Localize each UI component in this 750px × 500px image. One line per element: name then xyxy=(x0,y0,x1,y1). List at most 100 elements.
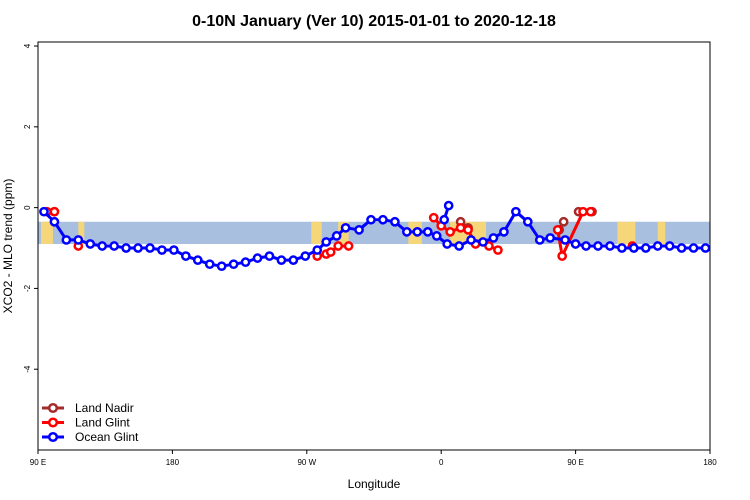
plot-frame xyxy=(37,41,711,451)
ocean-glint-point xyxy=(240,257,251,268)
ocean-glint-point xyxy=(264,251,275,261)
legend-swatch-marker xyxy=(47,402,59,414)
ocean-glint-point xyxy=(560,235,570,245)
x-tick-label: 180 xyxy=(703,458,717,467)
legend-label: Ocean Glint xyxy=(75,430,139,444)
ocean-glint-point xyxy=(478,237,488,247)
land-glint-point xyxy=(552,224,563,235)
ocean-glint-point xyxy=(216,261,227,272)
land-patch xyxy=(617,221,636,244)
ocean-glint-line xyxy=(42,210,706,268)
ocean-band xyxy=(38,221,710,244)
series-ocean-glint xyxy=(39,200,711,272)
ocean-glint-point xyxy=(422,227,433,237)
ocean-glint-point xyxy=(121,243,131,253)
y-tick-label: -4 xyxy=(23,365,32,373)
ocean-glint-point xyxy=(652,241,663,251)
x-tick-label: 90 E xyxy=(567,458,583,467)
ocean-glint-point xyxy=(593,241,603,251)
ocean-glint-point xyxy=(466,235,476,245)
ocean-glint-point xyxy=(378,214,388,225)
ocean-glint-point xyxy=(390,216,400,227)
ocean-glint-point xyxy=(300,251,311,261)
land-glint-point xyxy=(343,241,354,251)
x-tick-label: 180 xyxy=(166,458,180,467)
ocean-glint-point xyxy=(442,239,453,249)
ocean-glint-point xyxy=(109,241,120,251)
y-tick-label: 4 xyxy=(23,43,32,48)
x-tick-label: 0 xyxy=(439,458,444,467)
land-glint-point xyxy=(49,206,60,217)
ocean-glint-point xyxy=(431,231,442,241)
ocean-glint-point xyxy=(664,241,675,251)
legend-swatch-marker xyxy=(47,417,59,428)
ocean-glint-point xyxy=(276,255,287,265)
land-glint-point xyxy=(445,227,456,237)
ocean-glint-point xyxy=(617,243,627,253)
ocean-glint-point xyxy=(288,255,299,265)
ocean-glint-point xyxy=(640,243,651,253)
ocean-glint-point xyxy=(73,235,84,245)
land-glint-point xyxy=(585,206,596,217)
land-nadir-point xyxy=(558,216,569,227)
x-axis-label: Longitude xyxy=(348,477,401,491)
y-tick-label: -2 xyxy=(23,284,32,292)
ocean-glint-point xyxy=(340,222,351,233)
legend-label: Land Nadir xyxy=(75,401,134,415)
y-axis-label: XCO2 - MLO trend (ppm) xyxy=(1,179,15,314)
y-tick-label: 0 xyxy=(23,205,32,210)
ocean-glint-point xyxy=(321,237,332,247)
ocean-glint-point xyxy=(252,253,263,263)
ocean-glint-point xyxy=(180,251,191,261)
ocean-glint-point xyxy=(228,259,239,270)
ocean-glint-point xyxy=(412,227,423,237)
ocean-glint-point xyxy=(511,206,521,217)
ocean-glint-point xyxy=(204,259,215,270)
ocean-glint-point xyxy=(61,235,72,245)
ocean-glint-point xyxy=(402,227,412,237)
latitude-band xyxy=(38,221,710,244)
ocean-glint-point xyxy=(133,243,143,253)
ocean-glint-point xyxy=(605,241,615,251)
ocean-glint-point xyxy=(545,233,556,243)
ocean-glint-point xyxy=(39,206,49,217)
land-glint-point xyxy=(463,224,473,235)
ocean-glint-point xyxy=(157,245,167,255)
ocean-glint-point xyxy=(97,241,108,251)
ocean-glint-point xyxy=(443,200,454,211)
x-axis: 90 E 180 90 W 0 90 E 180 xyxy=(30,450,717,467)
ocean-glint-point xyxy=(366,214,376,225)
ocean-glint-point xyxy=(331,231,342,241)
ocean-glint-point xyxy=(688,243,699,253)
land-patch xyxy=(338,221,349,244)
land-glint-point xyxy=(325,247,336,257)
land-glint-point xyxy=(493,245,503,255)
land-glint-point xyxy=(578,206,588,217)
ocean-glint-point xyxy=(522,216,533,227)
ocean-glint-point xyxy=(570,239,581,249)
legend-swatch-marker xyxy=(47,431,59,443)
ocean-glint-point xyxy=(192,255,203,265)
y-tick-label: 2 xyxy=(23,124,32,129)
ocean-glint-point xyxy=(85,239,96,249)
ocean-glint-point xyxy=(534,235,545,245)
ocean-glint-point xyxy=(145,243,155,253)
land-patch xyxy=(78,221,85,244)
land-patch xyxy=(311,221,322,244)
ocean-glint-point xyxy=(354,224,364,235)
legend-label: Land Glint xyxy=(75,416,130,430)
ocean-glint-point xyxy=(499,227,509,237)
ocean-glint-point xyxy=(700,243,711,253)
series-layer xyxy=(39,200,711,272)
ocean-glint-point xyxy=(312,245,323,255)
land-glint-point xyxy=(333,241,344,251)
land-patch xyxy=(657,221,666,244)
ocean-glint-point xyxy=(676,243,687,253)
ocean-glint-point xyxy=(439,214,450,225)
ocean-glint-point xyxy=(49,216,60,227)
y-axis: -4 -2 0 2 4 xyxy=(23,43,38,373)
ocean-glint-point xyxy=(454,241,464,251)
x-tick-label: 90 E xyxy=(30,458,46,467)
